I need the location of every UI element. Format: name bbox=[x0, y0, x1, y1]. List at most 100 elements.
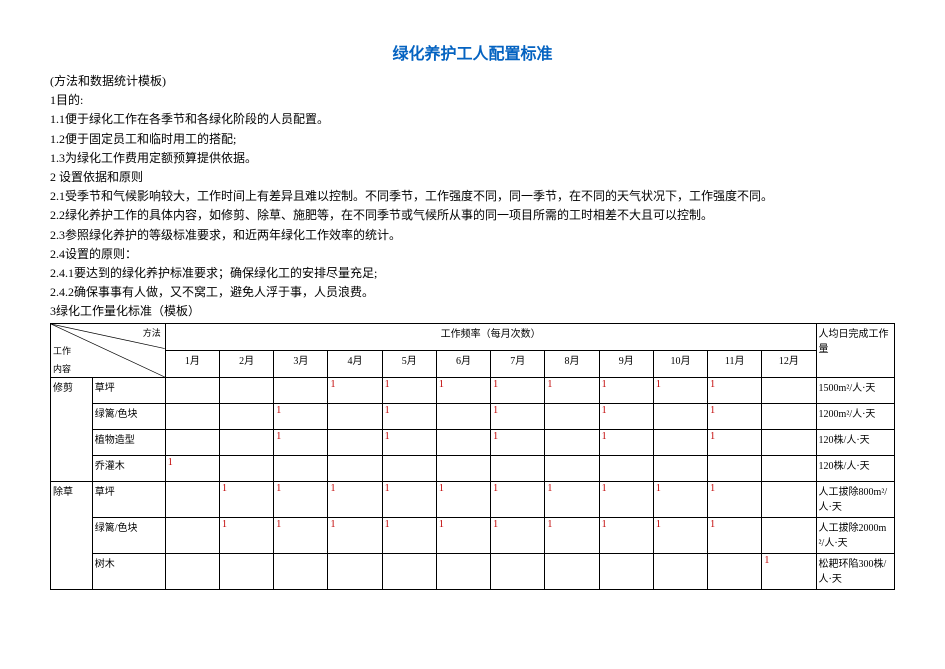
workload-cell: 120株/人·天 bbox=[816, 456, 894, 482]
cell bbox=[328, 430, 382, 456]
month-12: 12月 bbox=[762, 351, 816, 378]
para-1: 1.1便于绿化工作在各季节和各绿化阶段的人员配置。 bbox=[50, 110, 895, 129]
cell: 1 bbox=[708, 430, 762, 456]
cell bbox=[762, 456, 816, 482]
cell: 1 bbox=[382, 482, 436, 518]
hdr-workload: 人均日完成工作量 bbox=[816, 324, 894, 378]
cell bbox=[599, 554, 653, 590]
cell bbox=[165, 378, 219, 404]
item-label: 草坪 bbox=[92, 482, 165, 518]
workload-cell: 人工拔除800m²/人·天 bbox=[816, 482, 894, 518]
month-7: 7月 bbox=[491, 351, 545, 378]
month-3: 3月 bbox=[274, 351, 328, 378]
template-note: (方法和数据统计模板) bbox=[50, 72, 895, 91]
cell: 1 bbox=[219, 482, 273, 518]
table-row: 树木 1 松耙环陷300株/人·天 bbox=[51, 554, 895, 590]
cell: 1 bbox=[436, 518, 490, 554]
item-label: 草坪 bbox=[92, 378, 165, 404]
cell: 1 bbox=[328, 482, 382, 518]
cell bbox=[382, 554, 436, 590]
cell bbox=[436, 430, 490, 456]
para-2: 1.2便于固定员工和临时用工的搭配; bbox=[50, 130, 895, 149]
cell: 1 bbox=[436, 378, 490, 404]
group-weed: 除草 bbox=[51, 482, 93, 590]
cell: 1 bbox=[328, 378, 382, 404]
cell bbox=[219, 404, 273, 430]
cell: 1 bbox=[599, 482, 653, 518]
item-label: 乔灌木 bbox=[92, 456, 165, 482]
para-5: 2.1受季节和气候影响较大，工作时间上有差异且难以控制。不同季节，工作强度不同，… bbox=[50, 187, 895, 206]
cell bbox=[328, 554, 382, 590]
hdr-work: 工作 bbox=[53, 344, 71, 357]
table-row: 植物造型 1 1 1 1 1 120株/人·天 bbox=[51, 430, 895, 456]
cell: 1 bbox=[708, 518, 762, 554]
cell bbox=[762, 518, 816, 554]
table-row: 修剪 草坪 1 1 1 1 1 1 1 1 1500m²/人·天 bbox=[51, 378, 895, 404]
cell: 1 bbox=[382, 378, 436, 404]
cell bbox=[219, 456, 273, 482]
cell bbox=[274, 456, 328, 482]
hdr-method: 方法 bbox=[143, 326, 161, 339]
cell: 1 bbox=[599, 518, 653, 554]
header-diagonal: 方法 工作 内容 bbox=[51, 324, 166, 378]
para-9: 2.4.1要达到的绿化养护标准要求；确保绿化工的安排尽量充足; bbox=[50, 264, 895, 283]
month-11: 11月 bbox=[708, 351, 762, 378]
item-label: 植物造型 bbox=[92, 430, 165, 456]
cell bbox=[165, 518, 219, 554]
cell bbox=[328, 404, 382, 430]
standards-table: 方法 工作 内容 工作频率（每月次数） 人均日完成工作量 1月 2月 3月 4月… bbox=[50, 323, 895, 590]
cell: 1 bbox=[491, 482, 545, 518]
month-4: 4月 bbox=[328, 351, 382, 378]
cell bbox=[274, 378, 328, 404]
cell bbox=[653, 404, 707, 430]
para-10: 2.4.2确保事事有人做，又不窝工，避免人浮于事，人员浪费。 bbox=[50, 283, 895, 302]
workload-cell: 人工拔除2000m²/人·天 bbox=[816, 518, 894, 554]
cell bbox=[165, 404, 219, 430]
cell: 1 bbox=[545, 482, 599, 518]
cell bbox=[708, 456, 762, 482]
para-8: 2.4设置的原则： bbox=[50, 245, 895, 264]
cell: 1 bbox=[491, 518, 545, 554]
cell bbox=[545, 456, 599, 482]
cell: 1 bbox=[274, 404, 328, 430]
cell bbox=[219, 378, 273, 404]
cell: 1 bbox=[599, 430, 653, 456]
para-0: 1目的: bbox=[50, 91, 895, 110]
cell bbox=[165, 482, 219, 518]
month-9: 9月 bbox=[599, 351, 653, 378]
cell: 1 bbox=[274, 430, 328, 456]
cell bbox=[653, 430, 707, 456]
cell: 1 bbox=[219, 518, 273, 554]
para-3: 1.3为绿化工作费用定额预算提供依据。 bbox=[50, 149, 895, 168]
month-1: 1月 bbox=[165, 351, 219, 378]
cell: 1 bbox=[382, 404, 436, 430]
cell bbox=[165, 430, 219, 456]
cell bbox=[762, 378, 816, 404]
table-row: 除草 草坪 1 1 1 1 1 1 1 1 1 1 人工拔除800m²/人·天 bbox=[51, 482, 895, 518]
cell: 1 bbox=[653, 518, 707, 554]
para-11: 3绿化工作量化标准（模板） bbox=[50, 302, 895, 321]
cell: 1 bbox=[545, 518, 599, 554]
cell: 1 bbox=[708, 482, 762, 518]
cell: 1 bbox=[599, 378, 653, 404]
cell bbox=[762, 404, 816, 430]
month-6: 6月 bbox=[436, 351, 490, 378]
hdr-frequency: 工作频率（每月次数） bbox=[165, 324, 816, 351]
cell bbox=[219, 430, 273, 456]
item-label: 绿篱/色块 bbox=[92, 518, 165, 554]
month-10: 10月 bbox=[653, 351, 707, 378]
cell: 1 bbox=[382, 430, 436, 456]
cell: 1 bbox=[165, 456, 219, 482]
table-row: 绿篱/色块 1 1 1 1 1 1 1 1 1 1 人工拔除2000m²/人·天 bbox=[51, 518, 895, 554]
para-6: 2.2绿化养护工作的具体内容，如修剪、除草、施肥等，在不同季节或气候所从事的同一… bbox=[50, 206, 895, 225]
cell bbox=[165, 554, 219, 590]
cell: 1 bbox=[491, 430, 545, 456]
cell: 1 bbox=[436, 482, 490, 518]
month-5: 5月 bbox=[382, 351, 436, 378]
table-row: 乔灌木 1 120株/人·天 bbox=[51, 456, 895, 482]
cell bbox=[328, 456, 382, 482]
cell bbox=[274, 554, 328, 590]
workload-cell: 1200m²/人·天 bbox=[816, 404, 894, 430]
cell bbox=[491, 456, 545, 482]
cell bbox=[436, 404, 490, 430]
